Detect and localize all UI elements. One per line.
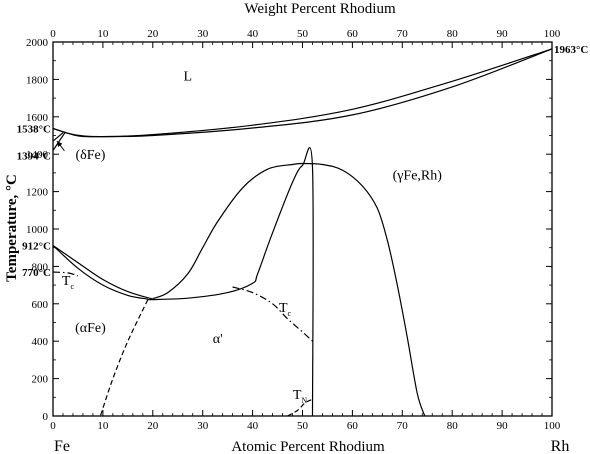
boundary-line-10 [99, 299, 149, 417]
x-tick-label: 0 [50, 420, 56, 432]
plot-frame [52, 41, 553, 417]
y-tick-label: 400 [32, 336, 49, 348]
y-tick-label: 1000 [26, 224, 49, 236]
phase-label-subscript-5: c [70, 282, 74, 291]
boundary-line-4 [52, 245, 153, 300]
boundary-line-8 [52, 271, 79, 277]
chart-labels: 1538°C 1394°C 912°C 770°C 1963°C L (δFe) (γFe,R… [17, 44, 589, 405]
top-tick-label: 100 [544, 28, 561, 40]
top-tick-label: 70 [397, 28, 409, 40]
y-tick-label: 2000 [26, 37, 49, 49]
phase-boundary-curves [52, 48, 553, 417]
top-tick-label: 30 [197, 28, 209, 40]
top-tick-label: 90 [497, 28, 509, 40]
top-tick-label: 20 [147, 28, 159, 40]
phase-label-3: (αFe) [75, 321, 106, 336]
right-element-label: Rh [551, 438, 570, 454]
y-tick-label: 600 [32, 299, 49, 311]
x-axis-title: Atomic Percent Rhodium [231, 439, 385, 454]
y-tick-label: 1600 [26, 112, 49, 124]
x-tick-label: 100 [544, 420, 561, 432]
left-element-label: Fe [54, 438, 70, 454]
temperature-point-label-2: 912°C [22, 240, 51, 252]
boundary-line-7 [152, 162, 426, 417]
boundary-line-1 [52, 48, 553, 138]
temperature-point-label-1: 1394°C [17, 150, 51, 162]
temperature-point-label-0: 1538°C [17, 123, 51, 135]
phase-label-subscript-6: c [288, 309, 292, 318]
phase-label-2: (γFe,Rh) [393, 168, 443, 183]
y-tick-label: 200 [32, 374, 49, 386]
x-tick-label: 90 [497, 420, 509, 432]
boundary-line-3 [52, 131, 66, 151]
y-axis-title: Temperature, °C [4, 174, 20, 282]
x-tick-label: 80 [447, 420, 459, 432]
x-tick-label: 30 [197, 420, 209, 432]
boundary-line-6 [147, 147, 314, 417]
boundary-line-5 [52, 245, 148, 300]
top-tick-label: 10 [97, 28, 109, 40]
top-tick-label: 40 [247, 28, 259, 40]
axis-ticks: 0 10 20 30 40 50 60 70 80 90 1000 10 20 30 40 50 60 70 80 9… [26, 28, 561, 432]
phase-label-4: α' [213, 332, 223, 347]
temperature-point-label-4: 1963°C [554, 44, 588, 56]
phase-label-0: L [183, 69, 192, 84]
x-tick-label: 60 [347, 420, 359, 432]
top-tick-label: 80 [447, 28, 459, 40]
x-tick-label: 50 [297, 420, 309, 432]
top-axis-title: Weight Percent Rhodium [244, 1, 396, 17]
x-tick-label: 70 [397, 420, 409, 432]
top-tick-label: 50 [297, 28, 309, 40]
top-tick-label: 0 [50, 28, 56, 40]
y-tick-label: 1200 [26, 187, 49, 199]
y-tick-label: 1800 [26, 74, 49, 86]
x-tick-label: 10 [97, 420, 109, 432]
boundary-line-11 [287, 398, 313, 417]
x-tick-label: 20 [147, 420, 159, 432]
x-tick-label: 40 [247, 420, 259, 432]
phase-label-subscript-7: N [301, 396, 307, 405]
boundary-line-9 [232, 286, 313, 342]
delta-phase-arrowhead [57, 141, 63, 147]
y-tick-label: 1400 [26, 149, 49, 161]
top-tick-label: 60 [347, 28, 359, 40]
y-tick-label: 800 [32, 261, 49, 273]
phase-label-1: (δFe) [75, 148, 105, 163]
y-tick-label: 0 [43, 411, 49, 423]
temperature-point-label-3: 770°C [22, 267, 51, 279]
